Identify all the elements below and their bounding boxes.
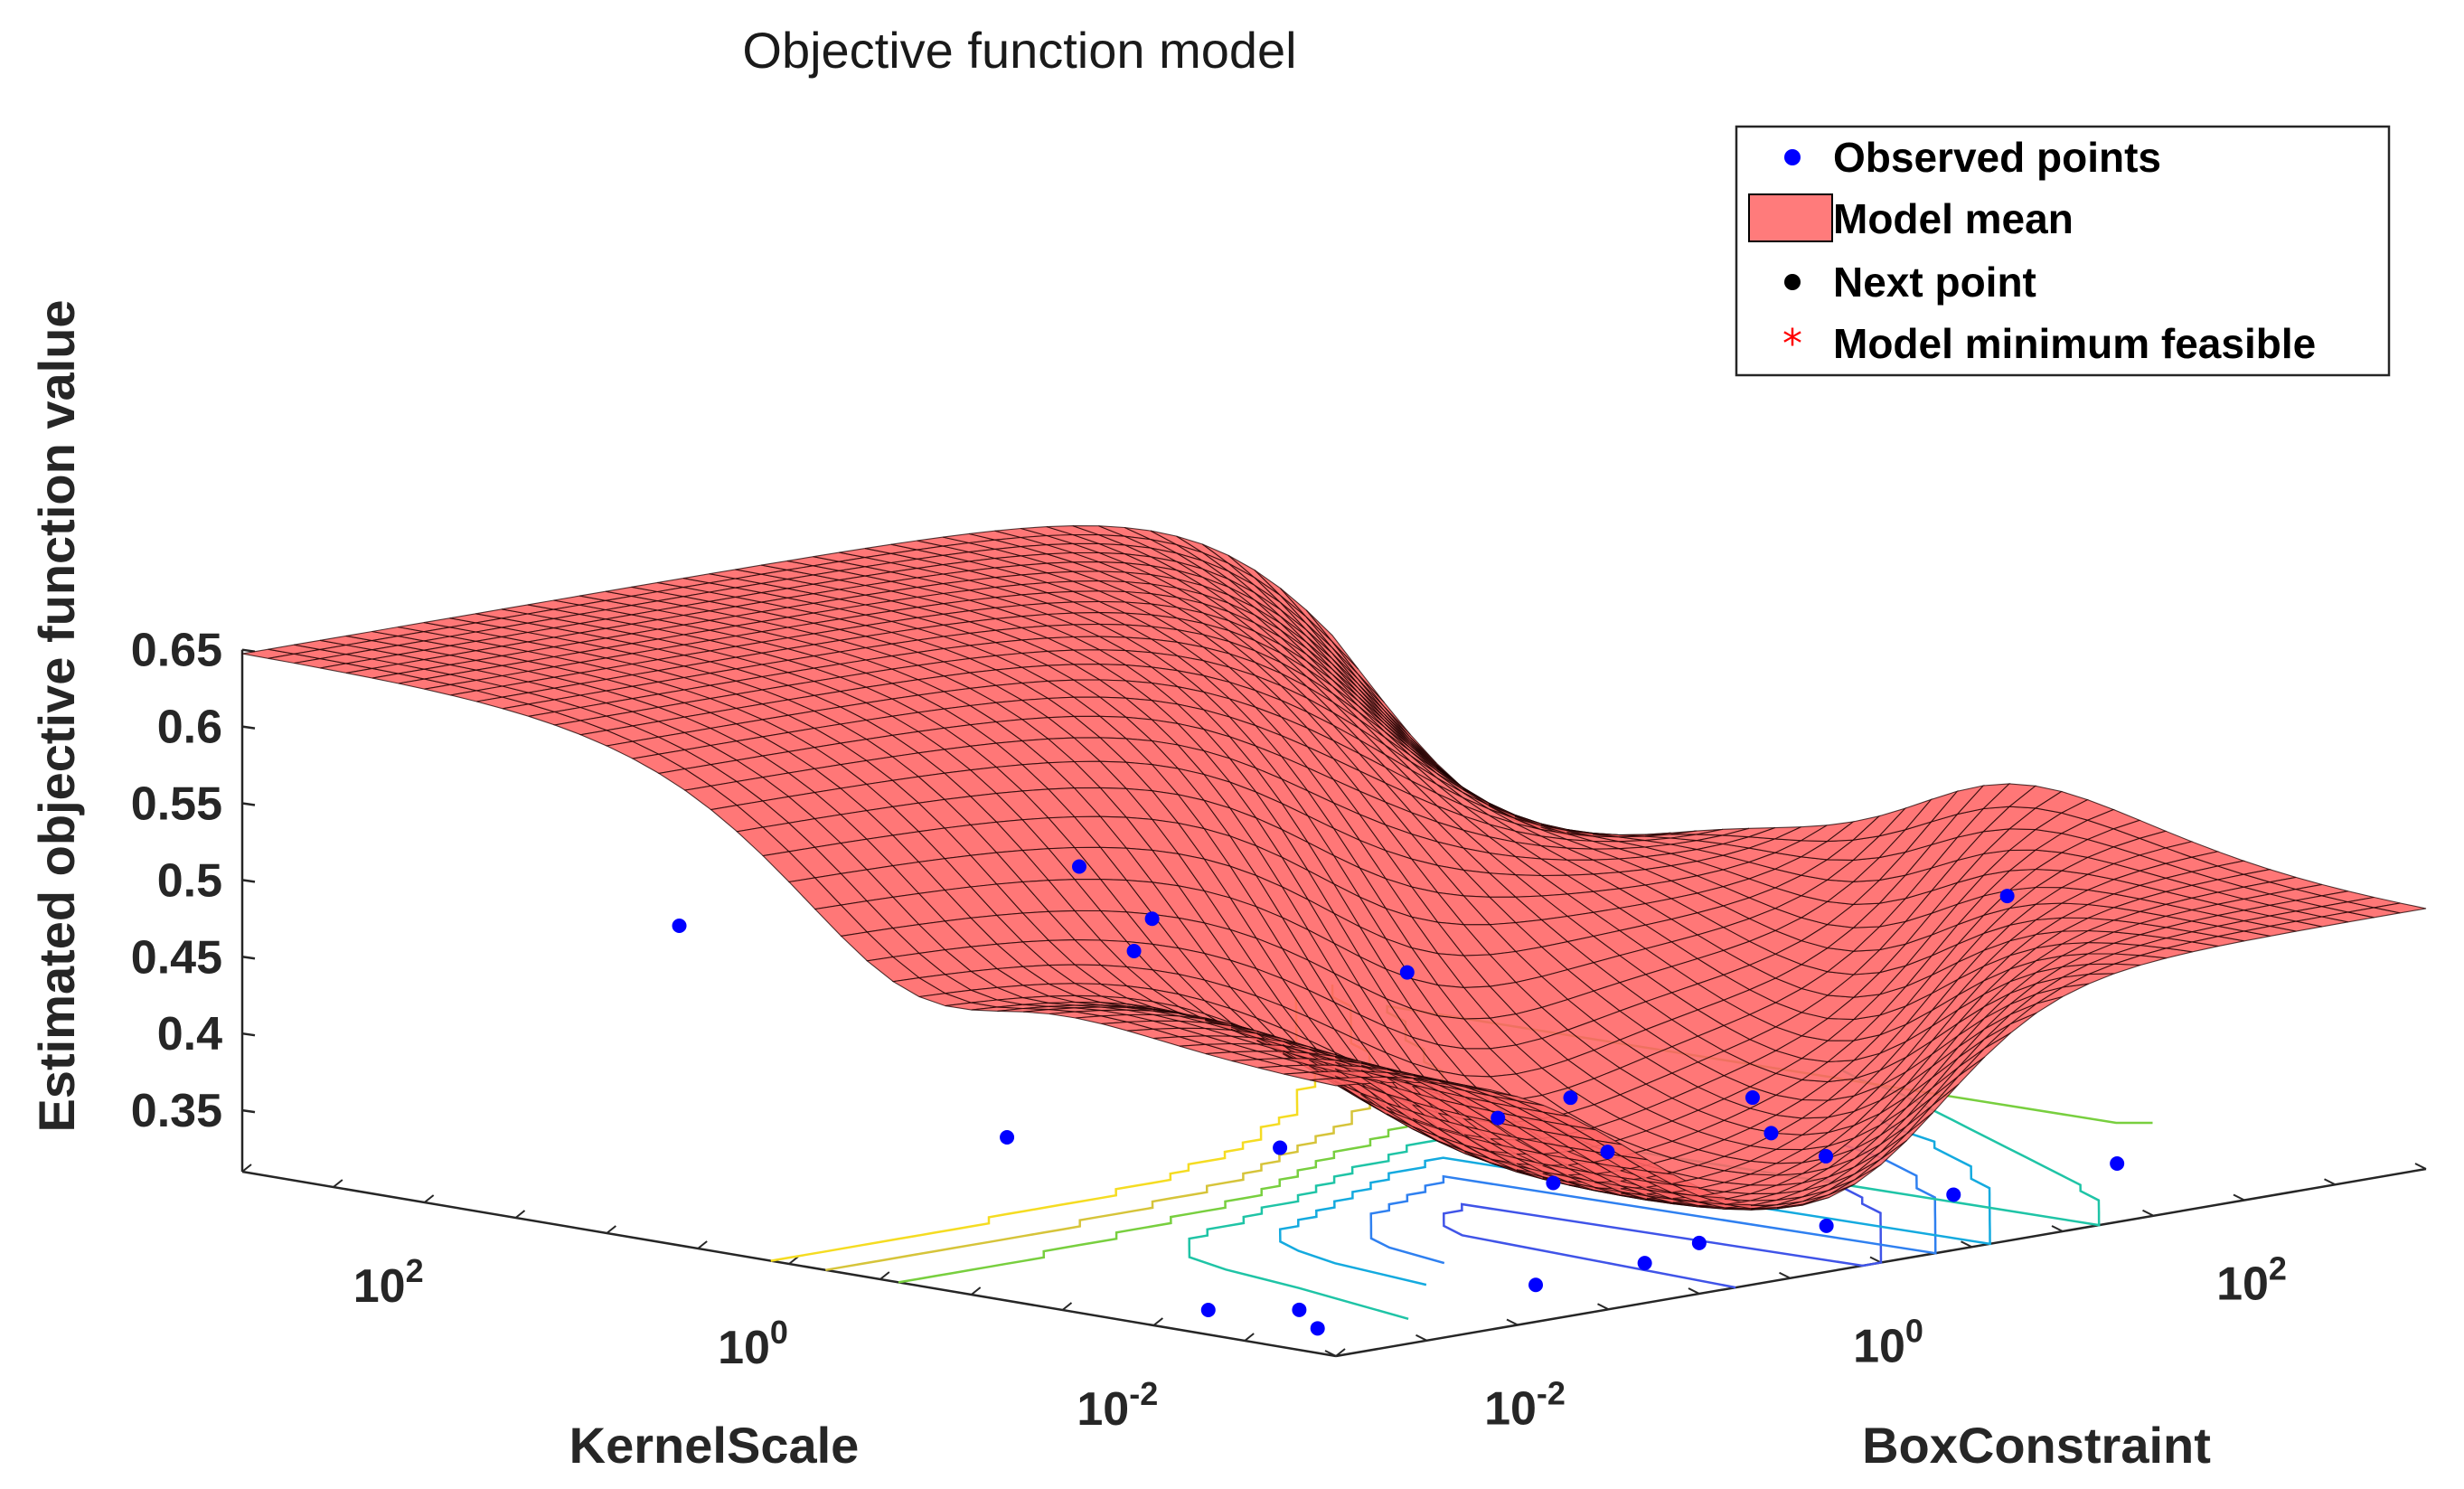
x-tick-mark: [1961, 1240, 1972, 1249]
y-tick-mark: [697, 1240, 708, 1249]
z-tick-mark: [241, 1108, 256, 1114]
z-tick-label: 0.6: [157, 702, 222, 754]
z-tick-mark: [241, 725, 256, 730]
x-tick-mark: [1779, 1271, 1791, 1279]
z-tick-mark: [241, 1032, 256, 1037]
observed-point: [1819, 1148, 1834, 1164]
observed-point: [1946, 1187, 1961, 1202]
observed-point: [2110, 1156, 2125, 1172]
x-tick-mark: [2233, 1193, 2245, 1202]
x-tick-label: 10-2: [1484, 1375, 1566, 1436]
y-tick-label: 100: [718, 1314, 788, 1374]
y-tick-labels: 102 100 10-2: [353, 1252, 1159, 1436]
observed-point: [1691, 1235, 1707, 1250]
y-tick-mark: [514, 1210, 526, 1219]
chart-title: Objective function model: [742, 22, 1296, 79]
z-axis-label: Estimated objective function value: [28, 299, 85, 1132]
observed-point: [1126, 943, 1142, 958]
legend-next-point-marker: [1784, 274, 1801, 290]
legend-box: [1735, 125, 2391, 377]
legend-item-observed: Observed points: [1784, 134, 2161, 181]
observed-point: [1563, 1090, 1578, 1106]
observed-point: [1273, 1140, 1288, 1155]
surface-patch: [2374, 902, 2427, 914]
z-tick-label: 0.35: [131, 1085, 222, 1137]
y-tick-mark: [1061, 1302, 1073, 1311]
observed-point: [1528, 1277, 1544, 1293]
z-tick-mark: [241, 879, 256, 883]
legend-observed-label: Observed points: [1833, 134, 2161, 181]
y-tick-mark: [333, 1179, 343, 1188]
contour-line: [1369, 1144, 1937, 1265]
y-tick-mark: [1244, 1333, 1255, 1342]
observed-point: [1745, 1090, 1760, 1106]
legend-item-model-mean: Model mean: [1748, 193, 2074, 242]
x-tick-label: 100: [1853, 1313, 1923, 1373]
legend-model-mean-patch: [1748, 193, 1833, 242]
z-tick-mark: [241, 802, 256, 806]
observed-point: [1399, 965, 1415, 980]
x-tick-mark: [1506, 1318, 1519, 1326]
x-tick-mark: [2051, 1225, 2064, 1232]
observed-point: [1200, 1302, 1216, 1317]
y-tick-mark: [879, 1271, 890, 1280]
legend-model-min-marker: *: [1782, 321, 1802, 367]
x-tick-mark: [2414, 1163, 2427, 1170]
z-tick-label: 0.5: [157, 854, 222, 907]
legend-model-min-label: Model minimum feasible: [1833, 320, 2316, 367]
x-tick-mark: [1869, 1256, 1882, 1264]
observed-point: [1292, 1302, 1307, 1317]
y-tick-mark: [971, 1286, 982, 1296]
z-tick-labels: 0.65 0.6 0.55 0.5 0.45 0.4 0.35: [131, 625, 222, 1137]
axes-box: [240, 648, 2427, 1358]
x-tick-mark: [2142, 1209, 2154, 1217]
model-mean-surface: [241, 525, 2427, 1211]
x-tick-labels: 10-2 100 102: [1484, 1250, 2287, 1436]
legend: Observed points Model mean Next point * …: [1735, 125, 2391, 377]
z-tick-mark: [241, 648, 256, 653]
y-tick-label: 102: [353, 1252, 424, 1313]
z-tick-label: 0.45: [131, 931, 222, 984]
observed-point: [1546, 1175, 1561, 1191]
y-axis-label: KernelScale: [569, 1417, 860, 1474]
x-tick-mark: [1688, 1287, 1700, 1295]
x-axis-label: BoxConstraint: [1862, 1417, 2211, 1474]
y-tick-mark: [788, 1256, 799, 1265]
legend-observed-marker: [1784, 149, 1801, 165]
observed-point: [1310, 1321, 1325, 1336]
observed-point: [1763, 1126, 1779, 1141]
observed-points: [672, 859, 2125, 1336]
x-tick-mark: [1597, 1303, 1609, 1311]
legend-next-point-label: Next point: [1833, 259, 2036, 306]
y-tick-mark: [1335, 1348, 1346, 1357]
observed-point: [1600, 1145, 1615, 1160]
x-tick-mark: [2324, 1178, 2336, 1186]
legend-item-model-min: * Model minimum feasible: [1782, 320, 2316, 367]
x-tick-mark: [1415, 1334, 1427, 1342]
observed-point: [672, 919, 687, 934]
z-tick-label: 0.4: [157, 1008, 222, 1060]
observed-point: [1491, 1110, 1506, 1126]
legend-item-next-point: Next point: [1784, 259, 2036, 306]
observed-point: [1637, 1256, 1652, 1271]
contour-line: [1443, 1177, 1883, 1289]
z-tick-mark: [241, 956, 256, 960]
observed-point: [1000, 1130, 1015, 1145]
contour-line: [1188, 1070, 2101, 1321]
x-tick-mark: [1324, 1350, 1337, 1357]
observed-point: [1819, 1218, 1834, 1233]
x-tick-label: 102: [2216, 1250, 2287, 1311]
z-tick-label: 0.65: [131, 625, 222, 677]
observed-point: [1999, 889, 2015, 904]
z-tick-label: 0.55: [131, 777, 222, 830]
y-tick-mark: [241, 1164, 252, 1173]
y-tick-mark: [606, 1225, 616, 1234]
legend-model-mean-label: Model mean: [1833, 195, 2074, 242]
observed-point: [1072, 859, 1086, 874]
y-tick-mark: [1152, 1317, 1163, 1326]
y-tick-mark: [424, 1194, 435, 1203]
observed-point: [1144, 911, 1160, 927]
y-tick-label: 10-2: [1077, 1375, 1158, 1436]
